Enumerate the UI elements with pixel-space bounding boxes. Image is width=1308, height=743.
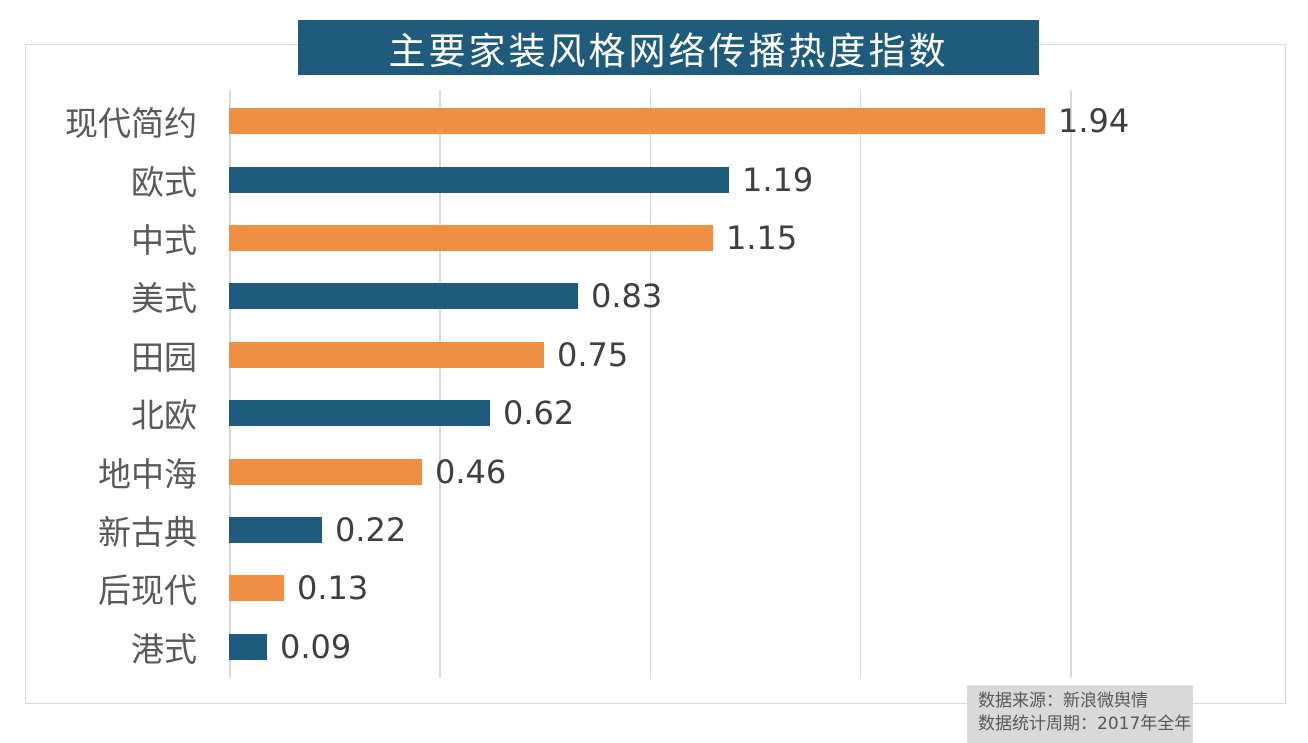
chart-row: 田园 0.75 <box>0 326 1308 384</box>
category-label: 欧式 <box>131 162 197 202</box>
category-label: 田园 <box>131 337 197 377</box>
value-label: 0.83 <box>591 277 663 316</box>
chart-row: 后现代 0.13 <box>0 559 1308 617</box>
source-line-2: 数据统计周期：2017年全年 <box>978 713 1192 734</box>
chart-row: 地中海 0.46 <box>0 442 1308 500</box>
chart-row: 美式 0.83 <box>0 267 1308 325</box>
category-label: 港式 <box>131 629 197 669</box>
category-label: 后现代 <box>98 571 197 611</box>
bar-中式 <box>229 224 713 251</box>
bar-地中海 <box>229 458 422 485</box>
category-label: 新古典 <box>98 512 197 552</box>
gridline-0 <box>229 90 231 678</box>
category-label: 中式 <box>131 220 197 260</box>
bar-美式 <box>229 283 578 310</box>
source-line-1: 数据来源：新浪微舆情 <box>978 691 1148 711</box>
bar-港式 <box>229 633 267 660</box>
value-label: 1.19 <box>742 160 814 199</box>
gridline-1 <box>649 90 651 678</box>
bar-田园 <box>229 341 544 368</box>
value-label: 0.13 <box>297 569 369 608</box>
value-label: 0.22 <box>335 510 407 549</box>
bar-新古典 <box>229 516 322 543</box>
bar-欧式 <box>229 166 729 193</box>
value-label: 1.15 <box>726 218 798 257</box>
chart-row: 新古典 0.22 <box>0 501 1308 559</box>
gridline-1.5 <box>859 90 862 678</box>
category-label: 美式 <box>131 279 197 319</box>
chart-row: 欧式 1.19 <box>0 150 1308 208</box>
chart-row: 中式 1.15 <box>0 209 1308 267</box>
chart-row: 北欧 0.62 <box>0 384 1308 442</box>
chart-title-banner: 主要家装风格网络传播热度指数 <box>298 20 1039 75</box>
bar-后现代 <box>229 575 284 602</box>
value-label: 1.94 <box>1058 102 1130 141</box>
chart-row: 现代简约 1.94 <box>0 92 1308 150</box>
gridline-0.5 <box>439 90 441 678</box>
value-label: 0.62 <box>503 394 575 433</box>
value-label: 0.09 <box>280 627 352 666</box>
value-label: 0.46 <box>435 452 507 491</box>
chart-title: 主要家装风格网络传播热度指数 <box>388 29 949 73</box>
gridline-2 <box>1070 90 1072 678</box>
value-label: 0.75 <box>557 335 629 374</box>
category-label: 北欧 <box>131 396 197 436</box>
bar-现代简约 <box>229 108 1045 135</box>
category-label: 现代简约 <box>65 104 197 144</box>
bars-layer: 现代简约 1.94 欧式 1.19 中式 1.15 美式 0.83 田园 0.75 北欧 0.62 地中… <box>0 92 1308 676</box>
bar-北欧 <box>229 400 490 427</box>
source-note: 数据来源：新浪微舆情 数据统计周期：2017年全年 <box>967 685 1193 743</box>
gridlines-layer <box>229 90 1072 678</box>
category-label: 地中海 <box>98 454 197 494</box>
chart-row: 港式 0.09 <box>0 618 1308 676</box>
